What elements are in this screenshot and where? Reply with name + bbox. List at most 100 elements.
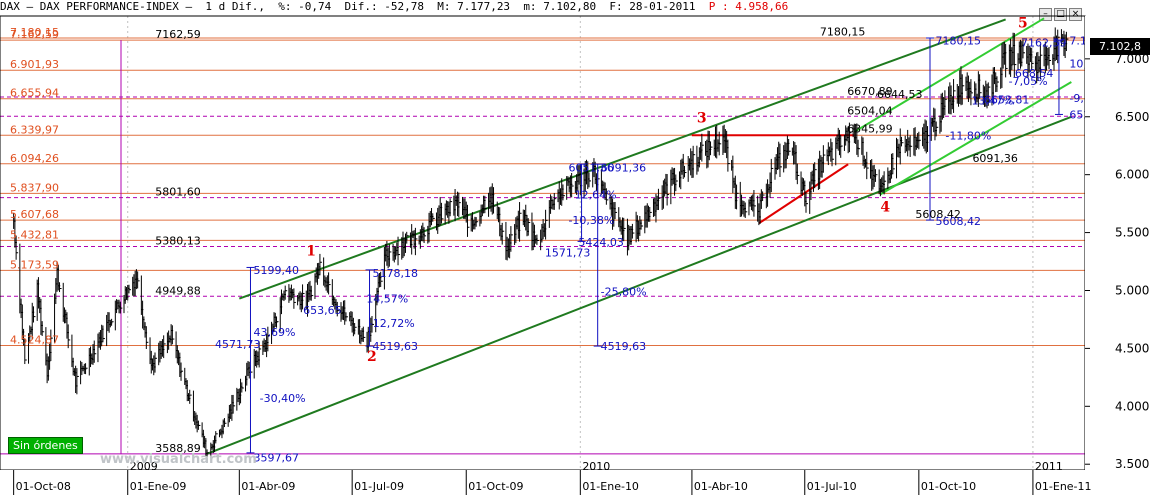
red-trendline — [758, 163, 849, 225]
measurement-label: -25,80% — [601, 286, 647, 299]
level-price-label: 5.607,68 — [10, 208, 59, 221]
dif-value: -52,78 — [384, 0, 424, 13]
x-tick-label: 01-Ene-09 — [130, 480, 187, 493]
sep: – — [185, 0, 193, 13]
minimize-button[interactable]: – — [1039, 8, 1052, 21]
inner-price-label: 3588,89 — [155, 442, 201, 455]
measurement-label: 6091,36 — [601, 162, 647, 175]
watermark: www.visualchart.com — [100, 452, 257, 467]
measurement-label: 653,65 — [303, 304, 342, 317]
measurement-label: 6051,36 — [568, 162, 614, 175]
inner-price-label: 6091,36 — [972, 152, 1018, 165]
x-tick-label: 01-Abr-09 — [241, 480, 295, 493]
measurement-label: 5424,03 — [578, 236, 624, 249]
time-axis-panel — [0, 470, 1166, 495]
max-label: M: — [437, 0, 451, 13]
measurement-label: 5608,42 — [935, 215, 981, 228]
last-price-tag: 7.102,8 — [1090, 38, 1150, 55]
measurement-label: 4519,63 — [601, 340, 647, 353]
measurement-label: 10, — [1069, 57, 1087, 70]
measurement-label: 13,47% — [971, 95, 1013, 108]
measurement-label: 7162,59 — [1021, 37, 1067, 50]
measurement-label: 4571,73 — [215, 338, 260, 351]
sep: – — [26, 0, 34, 13]
measurement-label: 7180,15 — [935, 34, 981, 47]
inner-price-label: 6670,89 — [847, 85, 893, 98]
maximize-button[interactable]: □ — [1054, 8, 1067, 21]
wave-label: 1 — [306, 244, 316, 260]
measurement-label: -9, — [1069, 92, 1083, 105]
axes: 7.000 6.500 6.000 5.500 5.000 4.500 4.000 3.500… — [0, 15, 1166, 495]
close-button[interactable]: × — [1069, 8, 1082, 21]
measurement-label: 5178,18 — [373, 267, 419, 280]
pct-value: -0,74 — [298, 0, 332, 13]
measurement-label: 1571,73 — [545, 246, 591, 259]
wave-label: 5 — [1018, 16, 1028, 32]
x-tick-label: 01-Oct-09 — [468, 480, 523, 493]
level-price-label: 6.094,26 — [10, 152, 59, 165]
measurement-label: 6653,81 — [984, 93, 1030, 106]
lower-channel-line — [206, 115, 1072, 455]
wave-label: 3 — [697, 111, 707, 127]
x-tick-label: 01-Ene-11 — [1035, 480, 1092, 493]
index-name: DAX PERFORMANCE-INDEX — [39, 0, 179, 13]
diff-label: Dif. — [231, 0, 259, 13]
date-value: 28-01-2011 — [629, 0, 696, 13]
measurement-label: 4519,63 — [373, 340, 419, 353]
level-price-label: 6.655,94 — [10, 87, 59, 100]
min-value: 7.102,80 — [543, 0, 597, 13]
x-tick-label: 01-Oct-08 — [16, 480, 71, 493]
year-label: 2010 — [582, 460, 610, 473]
inner-channel-upper — [853, 17, 1045, 133]
measurement-label: -10,38% — [568, 214, 614, 227]
p-label: P : — [708, 0, 729, 13]
window-controls: – □ × — [1037, 1, 1082, 21]
upper-channel-line — [238, 18, 1006, 300]
inner-price-label: 6644,53 — [877, 88, 923, 101]
date-label: F: — [609, 0, 623, 13]
inner-price-label: 5801,60 — [155, 186, 201, 199]
orders-status-button[interactable]: Sin órdenes — [8, 437, 83, 454]
inner-price-label: 6345,99 — [847, 123, 893, 136]
year-label: 2011 — [1035, 460, 1063, 473]
y-tick-label: 6.500 — [1115, 110, 1149, 124]
level-price-label: 6.339,97 — [10, 123, 59, 136]
x-tick-label: 01-Jul-09 — [354, 480, 404, 493]
level-price-label: 5.837,90 — [10, 181, 59, 194]
level-price-label: 5.173,59 — [10, 258, 59, 271]
level-price-label: 4.524,87 — [10, 333, 59, 346]
dif-label: Dif.: — [344, 0, 378, 13]
grid — [127, 16, 1034, 470]
measurement-label: 3597,67 — [253, 451, 298, 464]
y-tick-label: 7.000 — [1115, 52, 1149, 66]
level-price-label: 7.180,15 — [10, 26, 59, 39]
y-tick-label: 5.500 — [1115, 226, 1149, 240]
x-tick-label: 01-Ene-10 — [582, 480, 639, 493]
measurement-label: -30,40% — [260, 392, 306, 405]
symbol: DAX — [0, 0, 20, 13]
measurement-tools — [246, 37, 1063, 454]
measurement-label: 5199,40 — [253, 264, 298, 277]
y-tick-label: 6.000 — [1115, 168, 1149, 182]
horizontal-levels — [0, 37, 1085, 455]
y-tick-label: 3.500 — [1115, 457, 1149, 471]
pct-label: %: — [278, 0, 292, 13]
x-tick-label: 01-Jul-10 — [807, 480, 857, 493]
inner-channel-lower — [879, 81, 1072, 196]
wave-label: 4 — [880, 200, 890, 216]
wave-label: 2 — [367, 349, 377, 365]
inner-price-label: 7180,15 — [820, 25, 866, 38]
y-tick-label: 4.000 — [1115, 399, 1149, 413]
measurement-label: -12,72% — [369, 317, 415, 330]
measurement-label: 14,57% — [366, 293, 408, 306]
timeframe: 1 d — [205, 0, 226, 13]
inner-price-label: 5608,42 — [915, 208, 961, 221]
x-tick-label: 01-Abr-10 — [694, 480, 748, 493]
max-value: 7.177,23 — [457, 0, 511, 13]
measurement-label: 12,64% — [575, 188, 617, 201]
y-tick-label: 5.000 — [1115, 283, 1149, 297]
y-tick-label: 4.500 — [1115, 341, 1149, 355]
measurement-label: -11,80% — [945, 129, 991, 142]
measurement-label: 668,54 — [1015, 67, 1054, 80]
